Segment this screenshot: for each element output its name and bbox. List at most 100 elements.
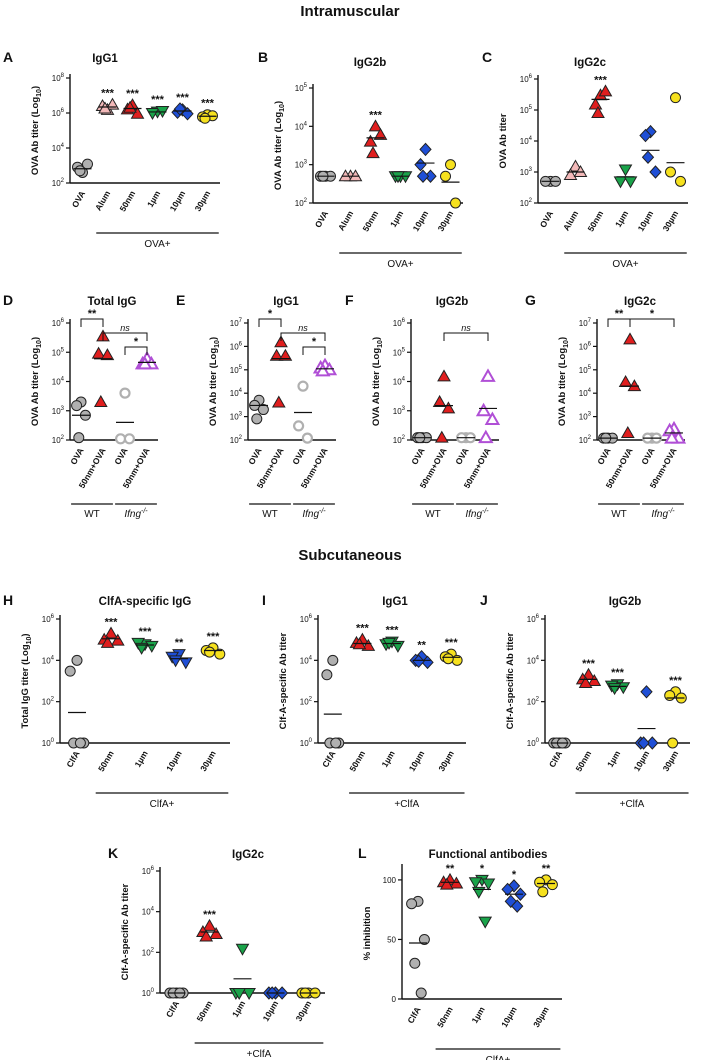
data-point-L-2-1 [468, 877, 483, 890]
panel-letter-L: L [358, 845, 367, 861]
x-category-label: 10µm [261, 999, 281, 1023]
data-point-A-4-3 [173, 102, 187, 116]
data-point-A-0-3 [74, 165, 86, 177]
significance-label: *** [207, 631, 221, 643]
x-category-label: 30µm [531, 1005, 551, 1029]
significance-label: *** [101, 88, 115, 100]
panel-K: K IgG2c 100 102 104 106 Clf-A-specific Ab tite… [108, 845, 325, 1060]
x-category-label: 10µm [407, 749, 427, 773]
y-axis-label-K: Clf-A-specific Ab titer [120, 883, 131, 980]
y-tick-label: 103 [579, 412, 592, 422]
y-tick-label: 107 [579, 318, 592, 328]
data-point-E-2-2 [301, 432, 313, 444]
data-point-B-2-2 [373, 127, 388, 140]
data-point-A-2-2 [130, 106, 145, 119]
x-category-label: Alum [93, 189, 113, 213]
panel-letter-I: I [262, 592, 266, 608]
x-category-label: 30µm [193, 189, 213, 213]
x-category-label: 1µm [469, 1005, 486, 1025]
y-tick-label: 104 [52, 143, 65, 153]
x-category-label: 30µm [294, 999, 314, 1023]
y-tick-label: 105 [295, 83, 308, 93]
data-point-L-0-2 [418, 933, 430, 945]
x-category-label: 1µm [230, 999, 247, 1019]
panel-letter-E: E [176, 292, 185, 308]
data-point-K-2-0 [235, 943, 250, 956]
y-tick-label: 104 [300, 655, 313, 665]
data-point-H-1-0 [104, 626, 118, 639]
x-category-label: ClfA [320, 749, 337, 769]
data-point-D-1-2 [100, 348, 115, 361]
data-point-B-4-1 [414, 157, 427, 172]
x-category-label: 50nm [360, 209, 380, 234]
panel-title-H: ClfA-specific IgG [99, 596, 192, 608]
bracket-label: ns [298, 323, 308, 333]
data-point-B-2-0 [368, 119, 383, 132]
x-category-label: 30µm [661, 749, 681, 773]
y-axis-label-C: OVA Ab titer [498, 113, 509, 168]
panel-title-D: Total IgG [88, 296, 137, 308]
data-point-C-4-2 [649, 165, 662, 179]
panel-C: C IgG2c 102 103 104 105 106 OVA Ab titer OVA Alum… [482, 49, 688, 270]
significance-label: *** [594, 74, 608, 86]
x-category-label: 30µm [436, 209, 456, 233]
panel-letter-J: J [480, 592, 488, 608]
data-point-F-3-1 [475, 402, 492, 417]
x-category-label: 1µm [379, 749, 396, 769]
significance-bracket [124, 346, 148, 355]
genotype-label: Ifng-/- [651, 508, 675, 520]
y-tick-label: 106 [230, 341, 243, 351]
data-point-E-1-3 [271, 395, 286, 408]
significance-label: *** [369, 109, 383, 121]
panel-H: H ClfA-specific IgG 100 102 104 106 Total IgG … [3, 592, 230, 810]
data-point-F-1-1 [432, 394, 447, 407]
data-point-A-5-3 [199, 112, 211, 124]
x-category-label: 1µm [132, 749, 149, 769]
y-tick-label: 108 [52, 73, 65, 83]
y-tick-label: 0 [392, 995, 397, 1004]
y-tick-label: 106 [300, 614, 313, 624]
significance-label: *** [201, 98, 215, 110]
data-point-H-3-2 [178, 657, 193, 670]
data-point-J-4-1 [664, 689, 676, 701]
data-point-B-1-2 [348, 169, 363, 182]
bracket-label: ** [88, 308, 97, 320]
significance-label: * [480, 863, 485, 875]
data-point-D-0-1 [71, 400, 83, 412]
panel-title-F: IgG2b [436, 296, 469, 308]
y-tick-label: 102 [527, 697, 540, 707]
y-tick-label: 102 [230, 435, 243, 445]
data-point-K-2-3 [232, 988, 247, 1001]
significance-label: *** [176, 92, 190, 104]
panel-letter-C: C [482, 49, 492, 65]
genotype-label: WT [84, 509, 100, 520]
significance-label: *** [105, 616, 119, 628]
data-point-B-2-1 [363, 134, 378, 147]
significance-label: *** [356, 623, 370, 635]
significance-label: *** [139, 626, 153, 638]
significance-bracket [80, 318, 104, 327]
x-category-label: OVA [313, 209, 331, 229]
group-label-B: OVA+ [387, 259, 413, 270]
data-point-B-2-3 [366, 146, 380, 159]
x-category-label: 1µm [613, 209, 630, 229]
y-tick-label: 106 [520, 74, 533, 84]
y-tick-label: 106 [527, 614, 540, 624]
data-point-D-1-3 [93, 394, 108, 407]
data-point-J-3-0 [640, 685, 653, 699]
x-category-label: OVA [409, 446, 427, 466]
significance-bracket [443, 332, 489, 341]
x-category-label: 50nm [435, 1005, 455, 1030]
data-point-F-3-2 [484, 411, 501, 426]
y-tick-label: 103 [295, 160, 308, 170]
data-point-C-2-1 [588, 97, 603, 110]
data-point-C-2-2 [598, 84, 613, 97]
y-axis-label-F: OVA Ab titer (Log10) [371, 337, 384, 426]
y-axis-label-L: % inhibition [362, 906, 373, 960]
x-category-label: 10µm [632, 749, 652, 773]
y-axis-label-B: OVA Ab titer (Log10) [273, 101, 286, 190]
data-point-L-3-4 [511, 899, 524, 913]
significance-label: ** [417, 640, 426, 652]
data-point-H-0-0 [71, 654, 83, 666]
